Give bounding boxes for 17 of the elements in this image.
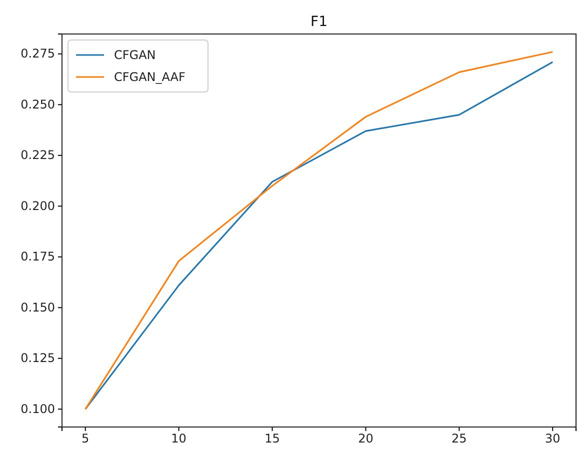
y-tick-label: 0.250 (20, 97, 55, 112)
x-tick-label: 20 (358, 432, 374, 446)
x-tick-label: 15 (264, 432, 280, 446)
x-tick-label: 10 (171, 432, 186, 446)
y-tick-label: 0.275 (20, 46, 55, 61)
x-tick-label: 5 (82, 432, 90, 446)
y-tick-label: 0.150 (20, 300, 55, 314)
legend-label: CFGAN_AAF (114, 70, 186, 84)
y-tick-label: 0.200 (20, 198, 55, 213)
x-tick-label: 25 (452, 432, 467, 446)
y-tick-label: 0.125 (20, 351, 55, 366)
y-tick-label: 0.225 (20, 148, 55, 162)
x-tick-label: 30 (544, 432, 560, 446)
chart-title: F1 (310, 14, 328, 30)
y-tick-label: 0.100 (20, 402, 55, 416)
legend-label: CFGAN (114, 48, 156, 62)
y-tick-label: 0.175 (20, 250, 55, 264)
